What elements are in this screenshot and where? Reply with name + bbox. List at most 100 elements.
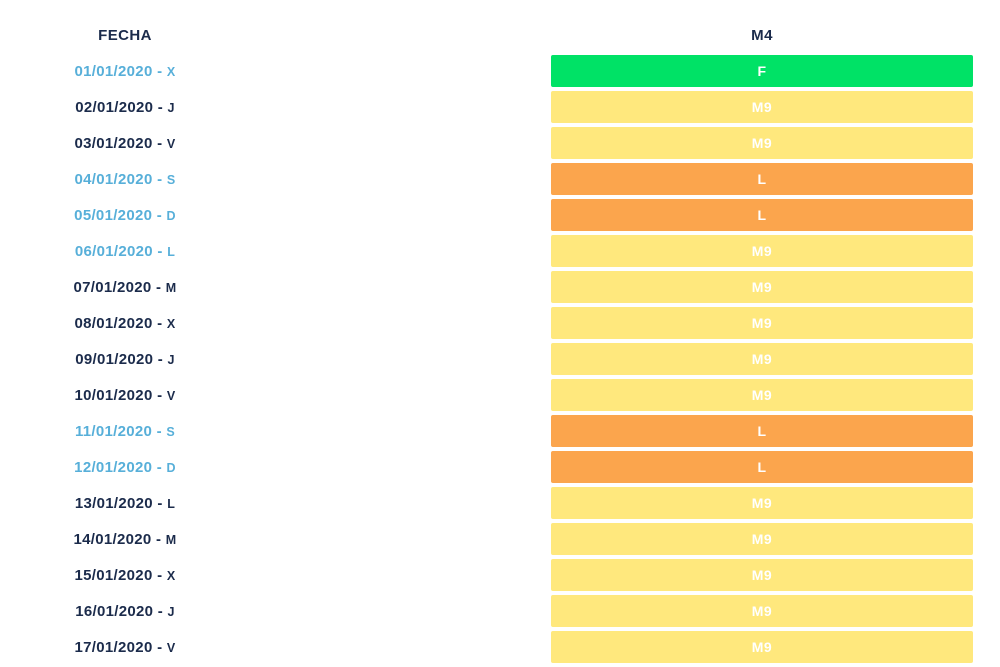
schedule-row: 15/01/2020 - X M9 — [0, 557, 1000, 593]
table-header: FECHA M4 — [0, 0, 1000, 53]
date-text: 08/01/2020 — [74, 314, 153, 332]
date-label: 14/01/2020 - M — [0, 531, 250, 548]
date-separator: - — [156, 278, 162, 296]
day-letter: J — [167, 604, 175, 619]
date-separator: - — [157, 170, 163, 188]
shift-cell[interactable]: L — [551, 163, 973, 195]
date-text: 10/01/2020 — [74, 386, 153, 404]
date-separator: - — [157, 602, 164, 620]
date-separator: - — [157, 638, 163, 656]
date-text: 01/01/2020 — [74, 62, 153, 80]
schedule-row: 17/01/2020 - V M9 — [0, 629, 1000, 665]
column-header-fecha: FECHA — [98, 26, 152, 44]
date-separator: - — [157, 494, 163, 512]
shift-cell[interactable]: M9 — [551, 91, 973, 123]
date-label: 10/01/2020 - V — [0, 387, 250, 404]
date-label: 02/01/2020 - J — [0, 99, 250, 116]
day-letter: V — [166, 388, 176, 403]
shift-cell[interactable]: L — [551, 199, 973, 231]
date-label: 07/01/2020 - M — [0, 279, 250, 296]
schedule-row: 06/01/2020 - L M9 — [0, 233, 1000, 269]
day-letter: J — [167, 352, 175, 367]
day-letter: M — [165, 280, 177, 295]
day-letter: X — [166, 64, 176, 79]
date-label: 11/01/2020 - S — [0, 423, 250, 440]
shift-cell[interactable]: M9 — [551, 487, 973, 519]
date-label: 03/01/2020 - V — [0, 135, 250, 152]
day-letter: L — [167, 496, 176, 511]
schedule-row: 09/01/2020 - J M9 — [0, 341, 1000, 377]
day-letter: D — [166, 208, 176, 223]
shift-cell[interactable]: M9 — [551, 127, 973, 159]
date-separator: - — [157, 98, 164, 116]
date-separator: - — [157, 314, 163, 332]
shift-cell[interactable]: L — [551, 415, 973, 447]
date-separator: - — [156, 458, 163, 476]
schedule-row: 14/01/2020 - M M9 — [0, 521, 1000, 557]
date-text: 13/01/2020 — [74, 494, 153, 512]
shift-cell[interactable]: M9 — [551, 523, 973, 555]
schedule-row: 07/01/2020 - M M9 — [0, 269, 1000, 305]
schedule-row: 13/01/2020 - L M9 — [0, 485, 1000, 521]
schedule-row: 12/01/2020 - D L — [0, 449, 1000, 485]
date-label: 04/01/2020 - S — [0, 171, 250, 188]
day-letter: X — [166, 316, 176, 331]
day-letter: L — [167, 244, 176, 259]
date-label: 15/01/2020 - X — [0, 567, 250, 584]
date-separator: - — [157, 386, 163, 404]
date-text: 06/01/2020 — [74, 242, 153, 260]
schedule-rows: 01/01/2020 - X F 02/01/2020 - J M9 03/01… — [0, 53, 1000, 665]
shift-cell[interactable]: F — [551, 55, 973, 87]
date-separator: - — [156, 206, 163, 224]
date-text: 11/01/2020 — [74, 422, 153, 440]
date-text: 05/01/2020 — [74, 206, 153, 224]
day-letter: S — [166, 172, 176, 187]
schedule-row: 01/01/2020 - X F — [0, 53, 1000, 89]
day-letter: V — [166, 136, 176, 151]
day-letter: S — [166, 424, 176, 439]
shift-cell[interactable]: M9 — [551, 343, 973, 375]
shift-cell[interactable]: M9 — [551, 631, 973, 663]
date-text: 03/01/2020 — [74, 134, 153, 152]
shift-cell[interactable]: M9 — [551, 307, 973, 339]
date-separator: - — [156, 422, 162, 440]
shift-cell[interactable]: M9 — [551, 235, 973, 267]
date-label: 16/01/2020 - J — [0, 603, 250, 620]
date-separator: - — [156, 530, 162, 548]
shift-cell[interactable]: M9 — [551, 379, 973, 411]
schedule-row: 16/01/2020 - J M9 — [0, 593, 1000, 629]
shift-cell[interactable]: M9 — [551, 559, 973, 591]
date-separator: - — [157, 566, 163, 584]
date-text: 14/01/2020 — [73, 530, 152, 548]
schedule-row: 02/01/2020 - J M9 — [0, 89, 1000, 125]
shift-cell[interactable]: M9 — [551, 595, 973, 627]
day-letter: D — [166, 460, 176, 475]
schedule-row: 05/01/2020 - D L — [0, 197, 1000, 233]
date-text: 17/01/2020 — [74, 638, 153, 656]
date-label: 17/01/2020 - V — [0, 639, 250, 656]
schedule-row: 04/01/2020 - S L — [0, 161, 1000, 197]
date-label: 05/01/2020 - D — [0, 207, 250, 224]
column-header-m4: M4 — [751, 26, 773, 44]
date-separator: - — [157, 134, 163, 152]
date-label: 12/01/2020 - D — [0, 459, 250, 476]
day-letter: X — [166, 568, 176, 583]
shift-cell[interactable]: M9 — [551, 271, 973, 303]
date-label: 09/01/2020 - J — [0, 351, 250, 368]
date-separator: - — [157, 350, 164, 368]
schedule-row: 03/01/2020 - V M9 — [0, 125, 1000, 161]
date-text: 04/01/2020 — [74, 170, 153, 188]
date-label: 01/01/2020 - X — [0, 63, 250, 80]
date-text: 02/01/2020 — [75, 98, 154, 116]
date-text: 15/01/2020 — [74, 566, 153, 584]
date-separator: - — [157, 242, 163, 260]
date-label: 13/01/2020 - L — [0, 495, 250, 512]
shift-cell[interactable]: L — [551, 451, 973, 483]
schedule-row: 11/01/2020 - S L — [0, 413, 1000, 449]
date-text: 16/01/2020 — [75, 602, 154, 620]
date-label: 08/01/2020 - X — [0, 315, 250, 332]
date-label: 06/01/2020 - L — [0, 243, 250, 260]
schedule-row: 08/01/2020 - X M9 — [0, 305, 1000, 341]
date-text: 12/01/2020 — [74, 458, 153, 476]
